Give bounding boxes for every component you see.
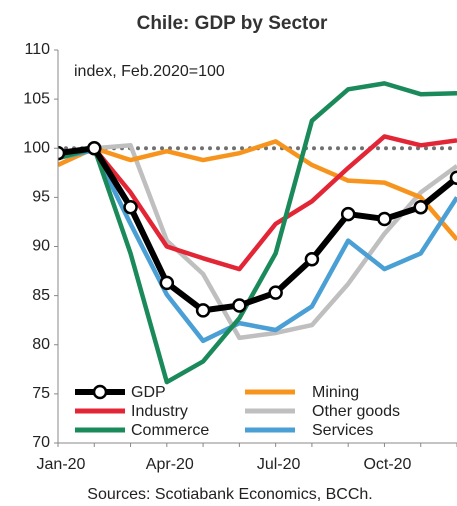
y-tick-label: 90 [32,238,50,255]
point-marker [449,170,457,185]
point-marker [268,285,283,300]
x-tick-label: Jan-20 [37,456,86,473]
legend-label: Other goods [312,403,400,420]
series-line [58,134,457,272]
y-tick-label: 110 [24,41,50,58]
point-marker [87,141,102,156]
legend-label: Commerce [131,422,209,439]
y-tick-label: 100 [23,139,50,156]
legend-label: Industry [131,403,188,420]
point-marker [195,303,211,318]
y-tick-label: 85 [32,287,50,304]
point-marker [232,298,247,313]
x-tick-label: Jul-20 [257,456,301,473]
subtitle: index, Feb.2020=100 [74,63,225,80]
x-tick-label: Oct-20 [363,456,411,473]
series-line [58,81,457,385]
series-line [58,139,457,242]
point-marker [413,199,428,215]
source: Sources: Scotiabank Economics, BCCh. [87,486,372,503]
y-tick-label: 80 [32,336,50,353]
legend-label: Services [312,422,373,439]
series-line [58,143,457,341]
chart-title: Chile: GDP by Sector [137,13,328,34]
point-marker [58,145,66,161]
x-tick-label: Apr-20 [146,456,194,473]
legend-label: Mining [312,384,359,401]
point-marker [123,199,138,215]
point-marker [159,275,175,291]
point-marker [304,252,320,267]
y-tick-label: 75 [32,385,50,402]
point-marker [377,211,392,227]
point-marker [340,206,356,222]
y-tick-label: 105 [23,90,50,107]
series-line [58,147,457,344]
legend-marker [92,384,108,400]
plot-area [58,81,457,385]
legend-label: GDP [131,384,166,401]
y-tick-label: 95 [32,189,50,206]
y-tick-label: 70 [32,434,50,451]
